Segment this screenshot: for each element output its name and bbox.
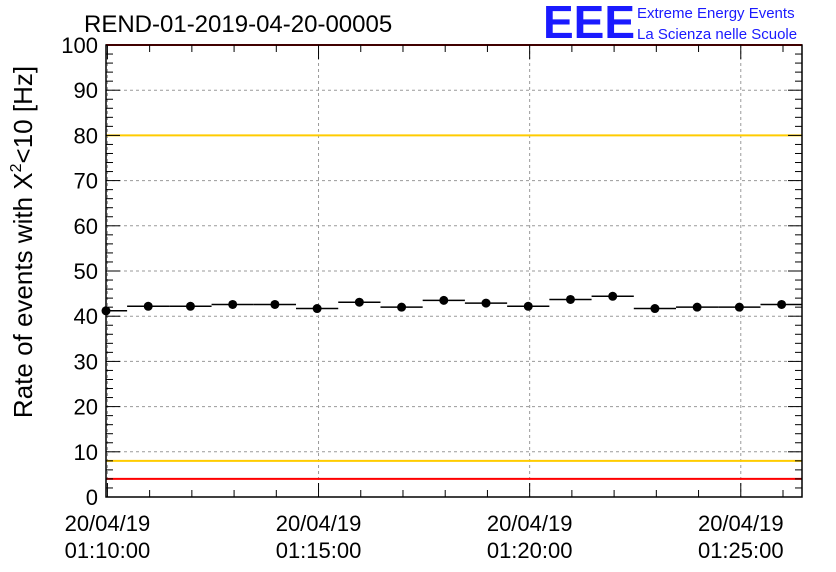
logo-line-2: La Scienza nelle Scuole — [637, 26, 797, 43]
y-axis-label-tail: <10 [Hz] — [8, 66, 38, 164]
y-tick-label: 80 — [74, 123, 98, 148]
x-tick-date: 20/04/19 — [276, 511, 362, 536]
y-axis-label-sup: 2 — [8, 163, 25, 172]
reference-lines — [106, 44, 802, 480]
y-tick-label: 10 — [74, 440, 98, 465]
y-tick-label: 60 — [74, 214, 98, 239]
data-point — [481, 298, 491, 308]
grid — [106, 45, 802, 497]
data-point — [608, 291, 618, 301]
logo-line-1: Extreme Energy Events — [637, 5, 795, 22]
data-point — [228, 299, 238, 309]
y-tick-label: 0 — [86, 485, 98, 510]
x-tick-date: 20/04/19 — [487, 511, 573, 536]
y-tick-label: 40 — [74, 304, 98, 329]
data-point — [270, 299, 280, 309]
x-tick-date: 20/04/19 — [65, 511, 151, 536]
y-tick-label: 100 — [61, 33, 98, 58]
chart-title: REND-01-2019-04-20-00005 — [84, 11, 392, 38]
data-point — [523, 301, 533, 311]
data-point — [312, 304, 322, 314]
y-tick-label: 70 — [74, 169, 98, 194]
data-point — [354, 297, 364, 307]
data-point — [143, 301, 153, 311]
y-tick-label: 90 — [74, 78, 98, 103]
y-tick-label: 50 — [74, 259, 98, 284]
data-point — [777, 299, 787, 309]
data-point — [565, 294, 575, 304]
y-axis-label: Rate of events with X2<10 [Hz] — [8, 66, 38, 418]
data-point — [185, 301, 195, 311]
data-point — [692, 302, 702, 312]
eee-logo: EEE Extreme Energy Events La Scienza nel… — [543, 0, 797, 48]
data-point — [439, 295, 449, 305]
data-point — [397, 302, 407, 312]
logo-mark: EEE — [543, 0, 635, 48]
axes: 010203040506070809010020/04/1901:10:0020… — [61, 33, 803, 563]
y-tick-label: 20 — [74, 395, 98, 420]
x-tick-time: 01:25:00 — [698, 538, 784, 563]
y-axis-label-main: Rate of events with X — [8, 172, 38, 418]
y-tick-label: 30 — [74, 349, 98, 374]
data-points — [101, 291, 802, 316]
x-tick-time: 01:10:00 — [65, 538, 151, 563]
data-point — [650, 304, 660, 314]
x-tick-time: 01:15:00 — [276, 538, 362, 563]
data-point — [734, 302, 744, 312]
x-tick-time: 01:20:00 — [487, 538, 573, 563]
x-tick-date: 20/04/19 — [698, 511, 784, 536]
